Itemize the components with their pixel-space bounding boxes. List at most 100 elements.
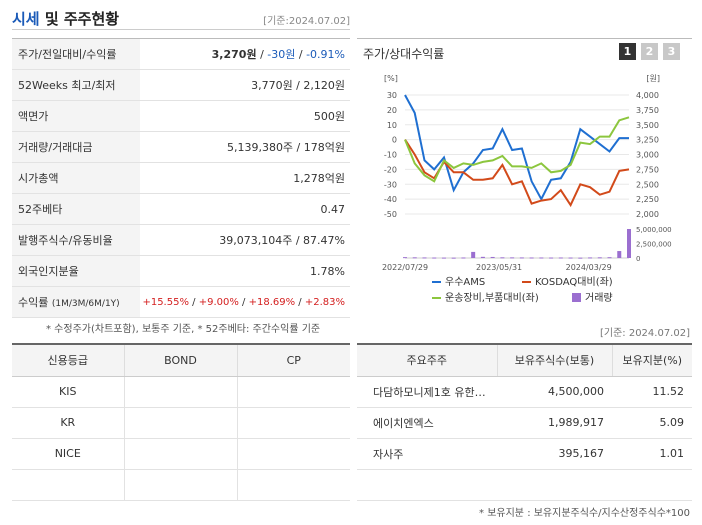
stats-footnote: * 수정주가(차트포함), 보통주 기준, * 52주베타: 주간수익률 기준 xyxy=(46,324,321,335)
right-tick-label: 3,000 xyxy=(636,151,659,160)
credit-header-row: 신용등급 BOND CP xyxy=(12,344,350,377)
holders-footnote: * 보유지분 : 보유지분주식수/지수산정주식수*100 xyxy=(479,508,690,519)
volume-bar xyxy=(607,257,612,259)
left-tick-label: 30 xyxy=(387,91,397,100)
return-6m: +18.69% xyxy=(248,296,296,308)
credit-cp xyxy=(237,438,350,470)
legend-label: 운송장비,부품대비(좌) xyxy=(445,292,539,304)
credit-bond xyxy=(124,407,238,439)
right-tick-label: 3,250 xyxy=(636,136,659,145)
stats-label: 액면가 xyxy=(12,100,140,132)
credit-bond xyxy=(124,376,238,408)
stats-row: 거래량/거래대금 5,139,380주 / 178억원 xyxy=(12,131,350,163)
price-change: -30원 xyxy=(267,48,296,61)
stats-label: 수익률 (1M/3M/6M/1Y) xyxy=(12,286,140,318)
volume-bar xyxy=(403,257,407,259)
stats-value: 3,270원 / -30원 / -0.91% xyxy=(140,38,350,70)
returns-label-sub: (1M/3M/6M/1Y) xyxy=(51,299,120,309)
stats-row: 52주베타 0.47 xyxy=(12,193,350,225)
left-tick-label: 20 xyxy=(387,106,397,115)
table-row: KIS xyxy=(12,376,350,408)
stats-row: 외국인지분율 1.78% xyxy=(12,255,350,287)
table-row: 다담하모니제1호 유한… 4,500,000 11.52 xyxy=(357,376,692,408)
holder-name: 자사주 xyxy=(357,438,497,470)
volume-bar xyxy=(568,257,573,259)
stats-label: 시가총액 xyxy=(12,162,140,194)
holders-header: 보유주식수(보통) xyxy=(497,344,613,377)
credit-bond xyxy=(124,438,238,470)
legend-swatch xyxy=(572,293,581,302)
credit-bond xyxy=(124,469,238,501)
legend-label: 우수AMS xyxy=(445,276,485,288)
stats-label: 발행주식수/유동비율 xyxy=(12,224,140,256)
chart-panel: 주가/상대수익률 1 2 3 [%] [원] 30 20 10 0 -10 -20 -30 -40… xyxy=(357,38,692,310)
title-holders: 및 주주현황 xyxy=(39,10,120,28)
price-chart: [%] [원] 30 20 10 0 -10 -20 -30 -40 -50 4,000 3,750 3,… xyxy=(382,74,672,304)
volume-bar xyxy=(578,257,583,259)
volume-bar xyxy=(412,257,417,259)
volume-bar xyxy=(441,257,446,259)
table-row: NICE xyxy=(12,438,350,470)
left-axis-unit: [%] xyxy=(384,74,398,83)
chart-pager: 1 2 3 xyxy=(619,43,680,60)
x-tick-label: 2024/03/29 xyxy=(566,263,612,272)
stats-label: 52Weeks 최고/최저 xyxy=(12,69,140,101)
stats-value: 39,073,104주 / 87.47% xyxy=(140,224,350,256)
chart-page-2[interactable]: 2 xyxy=(641,43,658,60)
returns-label: 수익률 xyxy=(18,296,49,309)
volume-tick-label: 5,000,000 xyxy=(636,226,672,234)
credit-header: 신용등급 xyxy=(12,344,125,377)
left-tick-label: -40 xyxy=(384,195,397,204)
credit-cp xyxy=(237,376,350,408)
holder-pct: 11.52 xyxy=(612,376,692,408)
base-date-2: [기준: 2024.07.02] xyxy=(599,328,690,339)
stats-row: 52Weeks 최고/최저 3,770원 / 2,120원 xyxy=(12,69,350,101)
returns-values: +15.55% / +9.00% / +18.69% / +2.83% xyxy=(140,286,350,318)
volume-bar xyxy=(588,257,593,259)
holders-header: 주요주주 xyxy=(357,344,498,377)
table-row xyxy=(12,469,350,501)
volume-bar xyxy=(451,257,456,259)
credit-cp xyxy=(237,469,350,501)
chart-title: 주가/상대수익률 xyxy=(363,47,445,61)
current-price: 3,270원 xyxy=(211,48,257,61)
stats-value: 0.47 xyxy=(140,193,350,225)
volume-bar xyxy=(519,257,524,259)
stats-value: 1.78% xyxy=(140,255,350,287)
title-market: 시세 xyxy=(12,10,40,28)
right-tick-label: 2,250 xyxy=(636,195,659,204)
volume-bar xyxy=(597,257,602,259)
credit-agency: KIS xyxy=(12,376,125,408)
credit-rating-table: 신용등급 BOND CP KIS KR NICE xyxy=(12,343,350,501)
legend-label: KOSDAQ대비(좌) xyxy=(535,276,613,288)
base-date: [기준:2024.07.02] xyxy=(263,16,350,27)
holder-shares: 4,500,000 xyxy=(497,376,612,408)
table-row: 에이치엔엑스 1,989,917 5.09 xyxy=(357,407,692,439)
stats-value: 3,770원 / 2,120원 xyxy=(140,69,350,101)
left-tick-label: -50 xyxy=(384,210,397,219)
stats-label: 52주베타 xyxy=(12,193,140,225)
holder-shares: 395,167 xyxy=(497,438,612,470)
volume-bar xyxy=(549,257,554,259)
volume-bar xyxy=(471,251,476,258)
right-tick-label: 3,500 xyxy=(636,121,659,130)
stats-label: 주가/전일대비/수익률 xyxy=(12,38,140,70)
holder-name: 다담하모니제1호 유한… xyxy=(357,376,497,408)
left-tick-label: -20 xyxy=(384,165,397,174)
volume-bar xyxy=(500,257,505,259)
right-tick-label: 3,750 xyxy=(636,106,659,115)
volume-bar xyxy=(510,257,515,259)
series-line-3 xyxy=(404,116,630,183)
volume-bar xyxy=(617,251,622,258)
x-tick-label: 2023/05/31 xyxy=(476,263,522,272)
holder-name: 에이치엔엑스 xyxy=(357,407,497,439)
holder-pct: 1.01 xyxy=(612,438,692,470)
right-axis-unit: [원] xyxy=(646,74,660,83)
holder-pct: 5.09 xyxy=(612,407,692,439)
volume-bar xyxy=(422,257,427,259)
chart-page-1[interactable]: 1 xyxy=(619,43,636,60)
right-tick-label: 2,500 xyxy=(636,180,659,189)
stats-value: 5,139,380주 / 178억원 xyxy=(140,131,350,163)
chart-page-3[interactable]: 3 xyxy=(663,43,680,60)
table-row: KR xyxy=(12,407,350,439)
